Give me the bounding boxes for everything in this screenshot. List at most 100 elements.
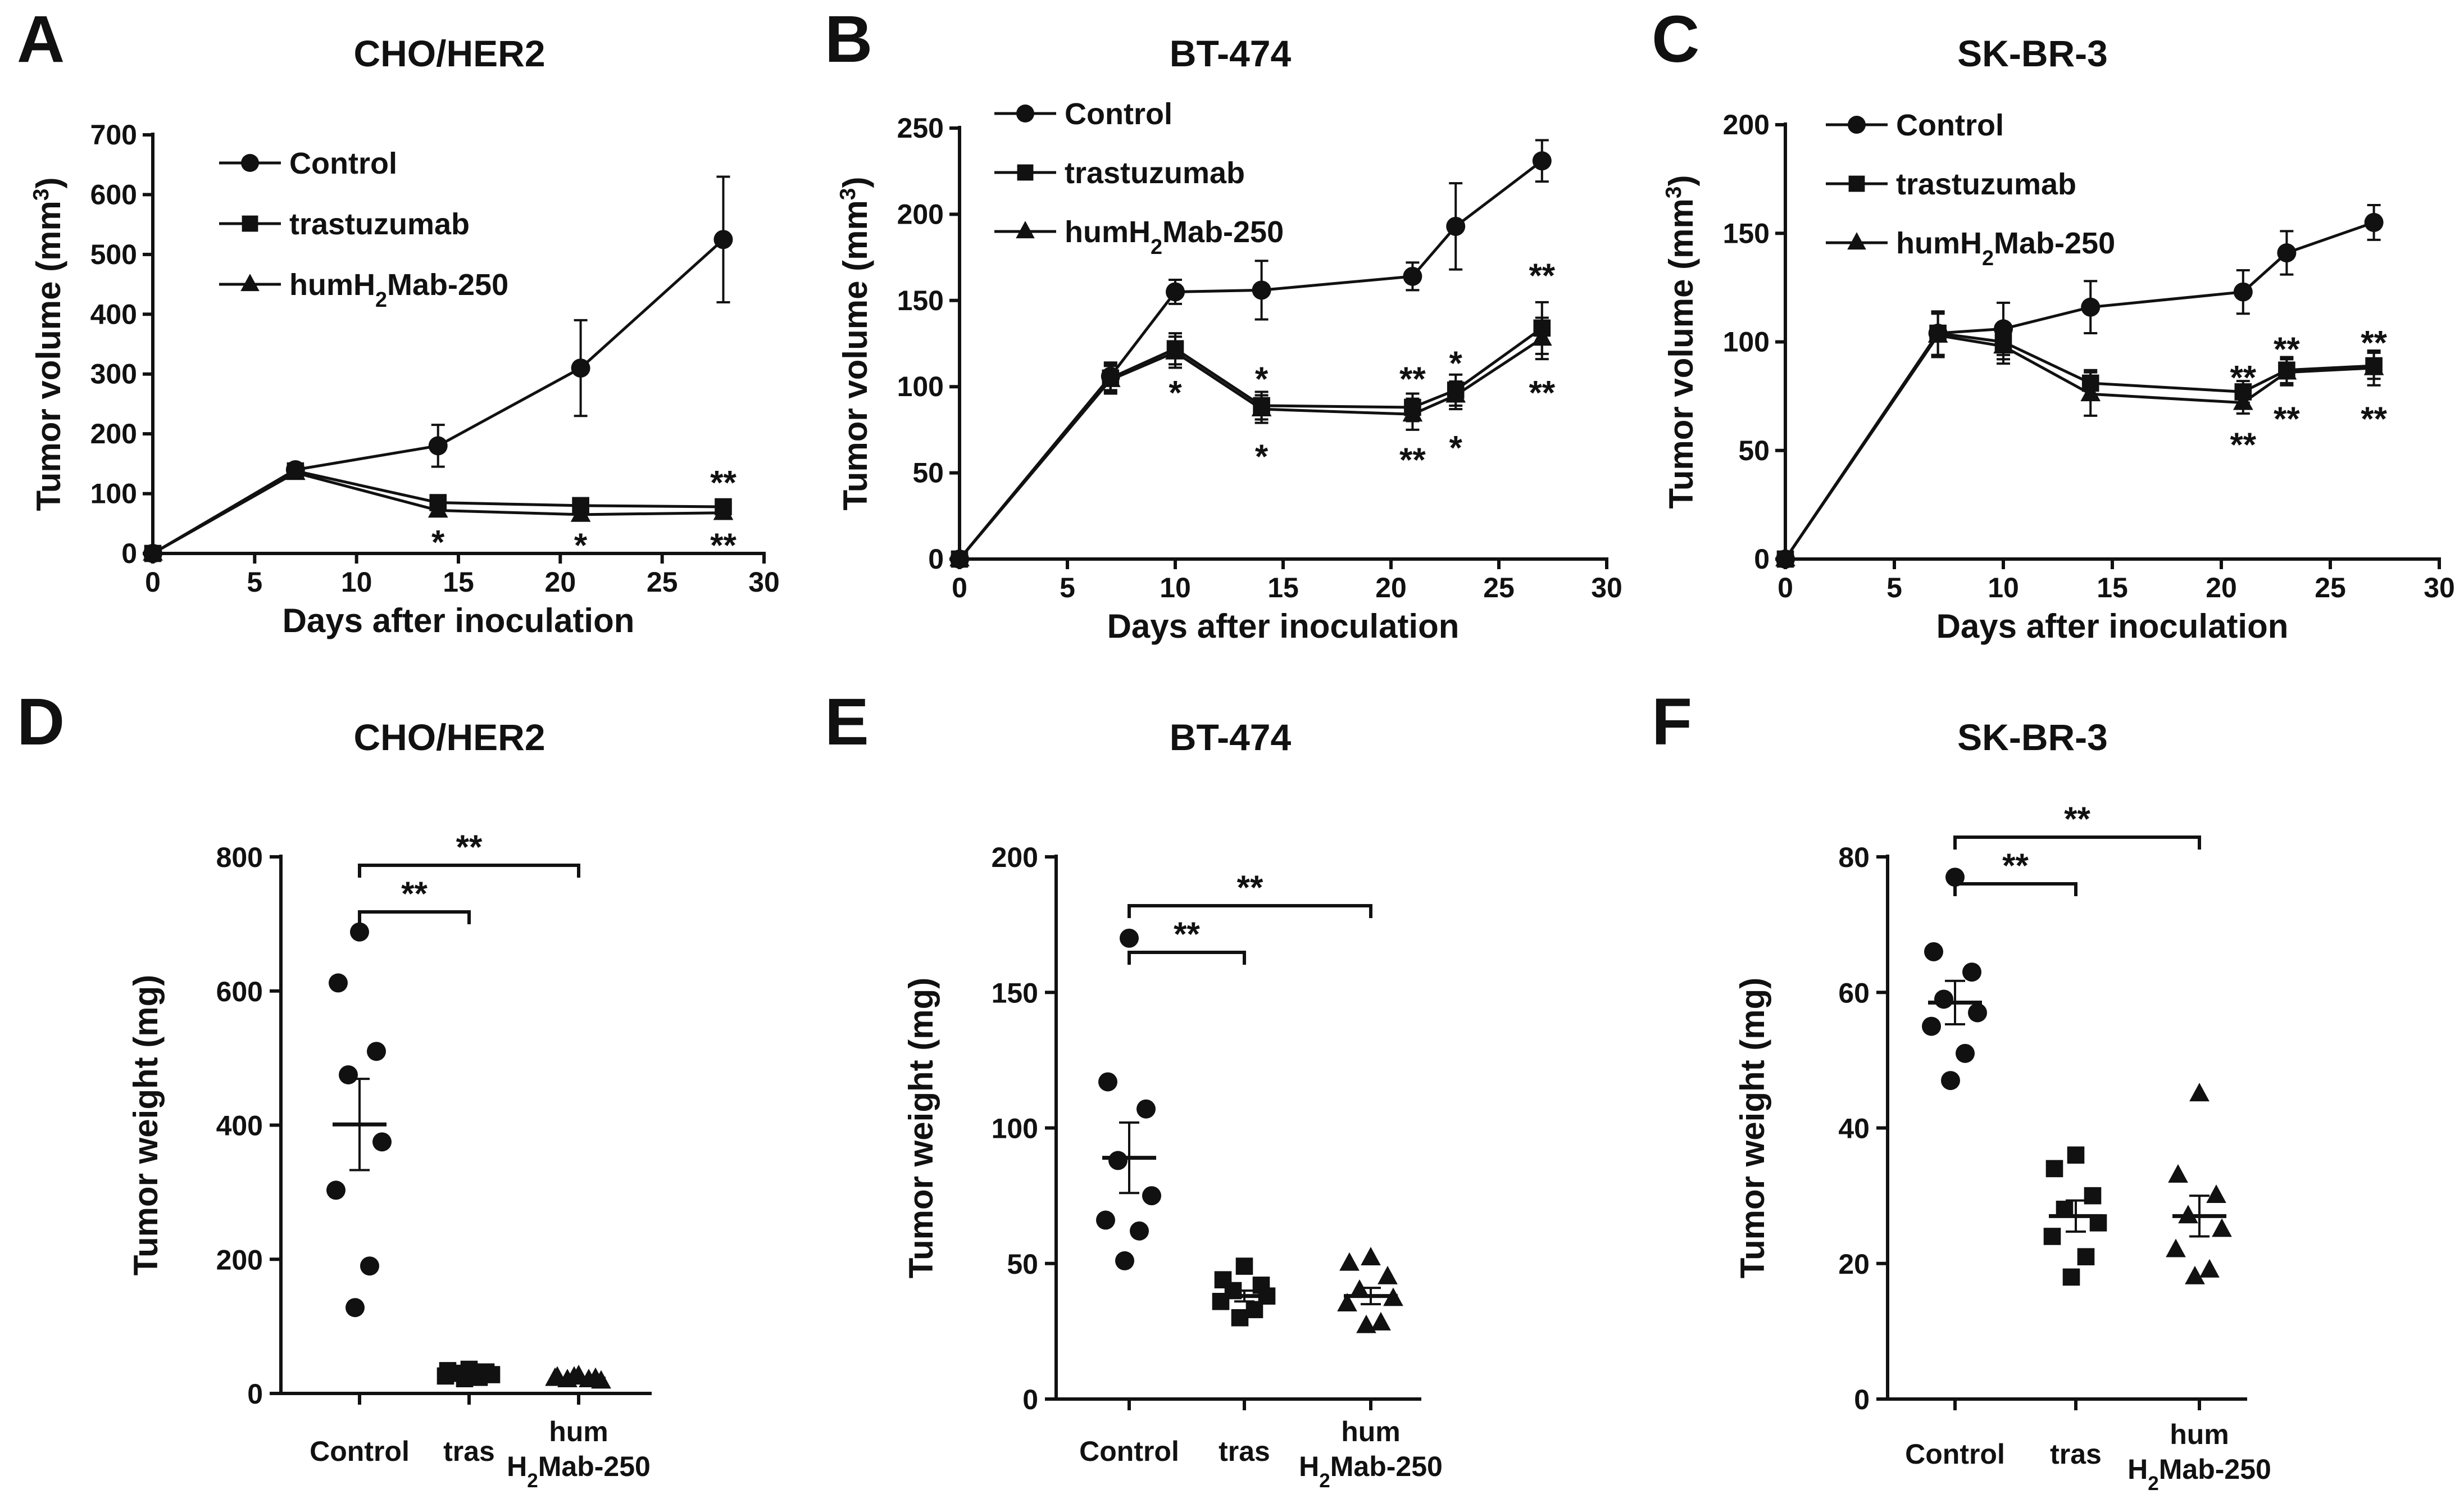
y-tick-label: 50 [1007, 1248, 1038, 1280]
y-tick-label: 0 [121, 538, 137, 569]
data-point [1371, 1311, 1391, 1331]
data-point [2077, 1248, 2095, 1265]
y-tick-label: 0 [1754, 543, 1770, 575]
data-point [1927, 324, 1948, 343]
y-tick-label: 300 [90, 358, 137, 390]
y-axis-label: Tumor weight (mg) [1734, 978, 1771, 1279]
data-point [1100, 368, 1121, 387]
y-tick-label: 0 [1022, 1384, 1038, 1415]
category-label: H2Mab-250 [507, 1451, 651, 1492]
category-label: hum [549, 1416, 608, 1447]
x-tick-label: 5 [247, 566, 262, 598]
chart-title: SK-BR-3 [1957, 716, 2108, 758]
data-point [2043, 1228, 2061, 1245]
legend-item: trastuzumab [994, 156, 1245, 190]
significance-bracket: ** [1953, 800, 2201, 850]
x-axis-label: Days after inoculation [283, 602, 635, 639]
significance-label: ** [401, 875, 428, 912]
significance-bracket: ** [1128, 869, 1372, 918]
data-point [1337, 1293, 1357, 1312]
x-tick-label: 5 [1060, 572, 1075, 603]
significance-marker: * [1449, 344, 1463, 382]
category-label: hum [1341, 1416, 1401, 1447]
bracket-line [1128, 951, 1246, 965]
panel-d: D CHO/HER2 0 200 400 600 800 Tumor weight (mg) C… [17, 685, 652, 1492]
sem-error-bar [1119, 1121, 1139, 1195]
legend-item: trastuzumab [1826, 167, 2076, 201]
y-tick-label: 600 [216, 976, 263, 1007]
chart-title: BT-474 [1170, 33, 1292, 74]
data-point [1231, 1309, 1249, 1327]
bracket-line [358, 910, 471, 924]
legend-marker [242, 215, 258, 232]
y-tick-label: 250 [897, 112, 944, 144]
data-point [1993, 335, 2013, 354]
category-label: Control [1079, 1436, 1179, 1467]
data-point [1166, 282, 1185, 302]
x-tick-label: 20 [1375, 572, 1407, 603]
data-point [285, 461, 306, 480]
significance-label: ** [1237, 869, 1263, 906]
sem-error-bar [2066, 1199, 2086, 1233]
y-tick-label: 600 [90, 179, 137, 210]
significance-marker: ** [2230, 426, 2256, 464]
x-tick-label: 15 [443, 566, 474, 598]
bracket-line [358, 864, 580, 878]
data-point [1445, 384, 1466, 403]
y-tick-label: 50 [1738, 435, 1770, 466]
significance-marker: * [1449, 429, 1463, 467]
y-tick-label: 200 [897, 198, 944, 230]
x-axis-label: Days after inoculation [1107, 607, 1460, 645]
y-tick-label: 150 [897, 285, 944, 316]
data-point [2067, 1146, 2085, 1164]
y-tick-label: 100 [992, 1113, 1038, 1145]
data-point [713, 501, 734, 520]
chart-title: SK-BR-3 [1957, 33, 2108, 74]
group-square [1212, 1257, 1276, 1327]
y-tick-label: 100 [90, 478, 137, 510]
data-point [2189, 1083, 2210, 1102]
y-tick-label: 0 [928, 543, 944, 575]
y-tick-label: 200 [216, 1244, 263, 1275]
data-point [1108, 1151, 1128, 1170]
data-point [1945, 868, 1965, 887]
x-tick-label: 10 [1160, 572, 1191, 603]
data-point [1098, 1072, 1117, 1092]
chart-title: CHO/HER2 [353, 716, 545, 758]
category-label: tras [443, 1436, 495, 1467]
data-point [2185, 1265, 2205, 1284]
panel-f: F SK-BR-3 0 20 40 60 80 Tumor weight (mg) Contro… [1652, 685, 2271, 1495]
sem-error-bar [2189, 1195, 2210, 1238]
x-tick-label: 30 [748, 566, 780, 598]
data-point [2062, 1268, 2080, 1286]
x-axis-label: Days after inoculation [1936, 607, 2289, 645]
y-tick-label: 150 [1723, 217, 1770, 249]
y-axis-label: Tumor volume (mm3) [836, 177, 875, 511]
group-triangle [1337, 1247, 1403, 1333]
data-point [2166, 1238, 2186, 1257]
y-axis-label: Tumor weight (mg) [902, 978, 940, 1279]
y-tick-label: 400 [216, 1110, 263, 1142]
y-tick-label: 400 [90, 298, 137, 330]
data-point [1446, 216, 1466, 236]
data-point [2233, 391, 2253, 410]
category-label: H2Mab-250 [1299, 1451, 1443, 1492]
x-tick-label: 25 [2315, 572, 2346, 603]
data-point [2084, 1187, 2102, 1205]
legend-marker [1848, 116, 1866, 134]
data-point [1235, 1257, 1253, 1275]
data-point [1962, 962, 1981, 982]
data-point [1115, 1251, 1134, 1270]
group-circle [1096, 928, 1161, 1270]
sem-error-bar [1234, 1289, 1254, 1303]
group-circle [326, 922, 392, 1318]
legend-item: trastuzumab [219, 207, 470, 241]
data-point [1378, 1265, 1398, 1284]
x-tick-label: 15 [2097, 572, 2128, 603]
group-triangle [2166, 1083, 2232, 1284]
series-triangle [1775, 312, 2384, 566]
significance-marker: ** [2274, 400, 2300, 438]
legend-label: humH2Mab-250 [1896, 226, 2115, 270]
significance-label: ** [1174, 915, 1200, 953]
bracket-line [1128, 904, 1372, 918]
